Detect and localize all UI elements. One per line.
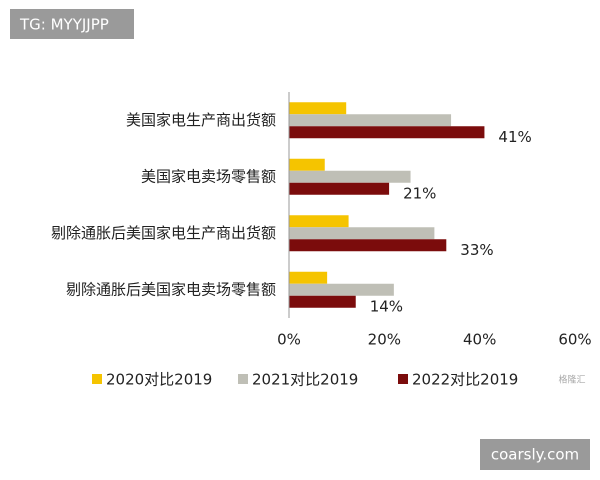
y-tick-label: 剔除通胀后美国家电卖场零售额 — [66, 280, 276, 298]
y-tick-label: 美国家电生产商出货额 — [126, 111, 276, 129]
legend-swatch — [398, 374, 408, 384]
watermark: TG: MYYJJPP — [19, 16, 109, 34]
bar — [289, 126, 485, 139]
x-tick-label: 20% — [368, 331, 401, 349]
y-tick-label: 剔除通胀后美国家电生产商出货额 — [51, 224, 276, 242]
value-label: 41% — [498, 128, 531, 146]
bar — [289, 215, 349, 228]
watermark-box — [480, 439, 590, 470]
bar — [289, 227, 435, 240]
value-label: 14% — [370, 297, 403, 315]
bar — [289, 158, 325, 171]
legend-label: 2021对比2019 — [252, 371, 358, 389]
bar — [289, 271, 328, 284]
bar — [289, 239, 447, 252]
legend-swatch — [92, 374, 102, 384]
legend-label: 2022对比2019 — [412, 371, 518, 389]
bar — [289, 182, 390, 195]
watermark: 格隆汇 — [558, 374, 585, 386]
legend-swatch — [238, 374, 248, 384]
value-label: 21% — [403, 184, 436, 202]
bar — [289, 114, 452, 127]
y-tick-label: 美国家电卖场零售额 — [141, 167, 276, 185]
value-label: 33% — [460, 241, 493, 259]
x-tick-label: 60% — [558, 331, 591, 349]
x-tick-label: 0% — [277, 331, 301, 349]
bar — [289, 170, 411, 183]
watermark: coarsly.com — [491, 446, 579, 464]
watermark-box — [10, 9, 134, 39]
legend-label: 2020对比2019 — [106, 371, 212, 389]
bar — [289, 102, 347, 115]
x-tick-label: 40% — [463, 331, 496, 349]
bar — [289, 295, 356, 308]
bar — [289, 283, 394, 296]
